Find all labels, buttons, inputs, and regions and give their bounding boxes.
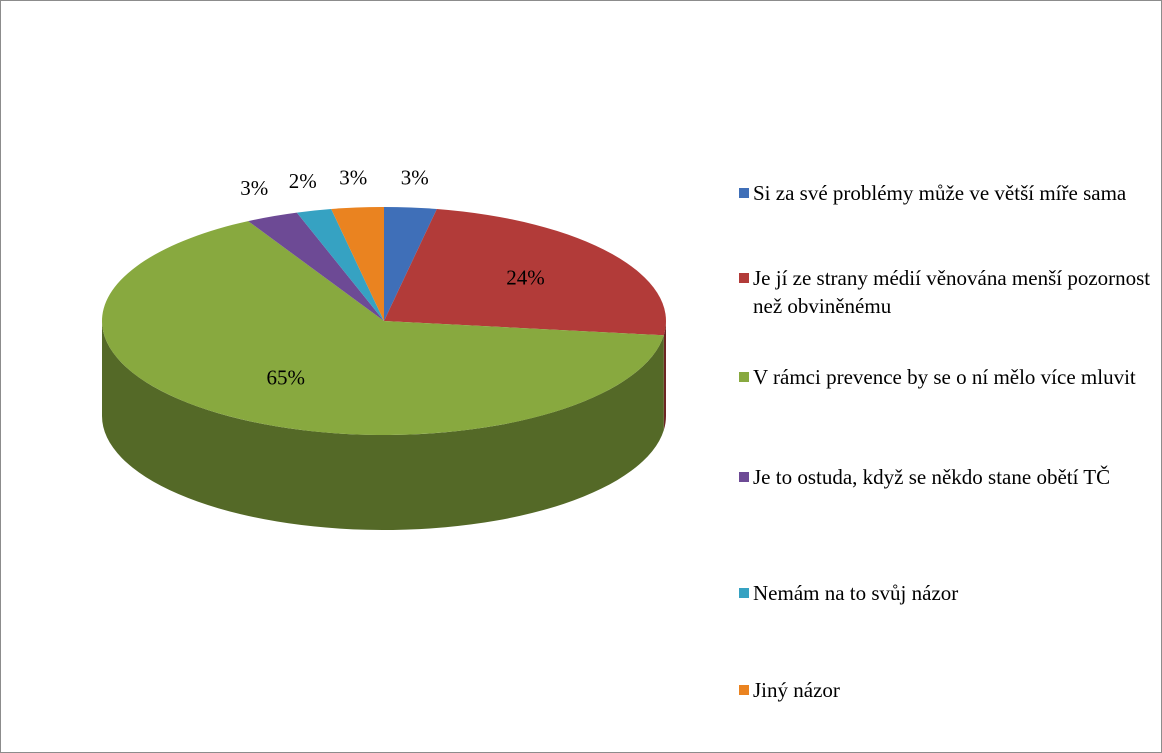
data-label: 65% — [266, 365, 305, 389]
data-label: 2% — [289, 169, 317, 193]
legend-swatch — [739, 685, 749, 695]
legend-item: V rámci prevence by se o ní mělo více ml… — [739, 363, 1161, 391]
slice — [384, 209, 666, 336]
data-label: 24% — [506, 265, 545, 289]
slice-side — [101, 321, 664, 531]
legend-swatch — [739, 372, 749, 382]
legend-swatch — [739, 588, 749, 598]
legend-label: Nemám na to svůj názor — [753, 581, 959, 605]
legend-item: Nemám na to svůj názor — [739, 579, 1161, 607]
slice — [384, 207, 437, 321]
slice-side — [663, 321, 666, 431]
slice — [296, 209, 384, 321]
legend-label: V rámci prevence by se o ní mělo více ml… — [753, 365, 1136, 389]
legend-swatch — [739, 188, 749, 198]
legend-item: Je jí ze strany médií věnována menší poz… — [739, 264, 1161, 320]
data-label: 3% — [401, 165, 429, 189]
legend-item: Si za své problémy může ve větší míře sa… — [739, 179, 1161, 207]
data-label: 3% — [240, 176, 268, 200]
legend-swatch — [739, 472, 749, 482]
slice — [331, 207, 384, 321]
slice — [248, 212, 384, 321]
legend-item: Je to ostuda, když se někdo stane obětí … — [739, 463, 1161, 491]
legend-label: Je jí ze strany médií věnována menší poz… — [753, 266, 1151, 318]
legend-label: Jiný názor — [753, 678, 840, 702]
legend-item: Jiný názor — [739, 676, 1161, 704]
legend-label: Si za své problémy může ve větší míře sa… — [753, 181, 1127, 205]
legend-swatch — [739, 273, 749, 283]
data-label: 3% — [339, 165, 367, 189]
legend-label: Je to ostuda, když se někdo stane obětí … — [753, 465, 1111, 489]
slice — [101, 221, 664, 436]
